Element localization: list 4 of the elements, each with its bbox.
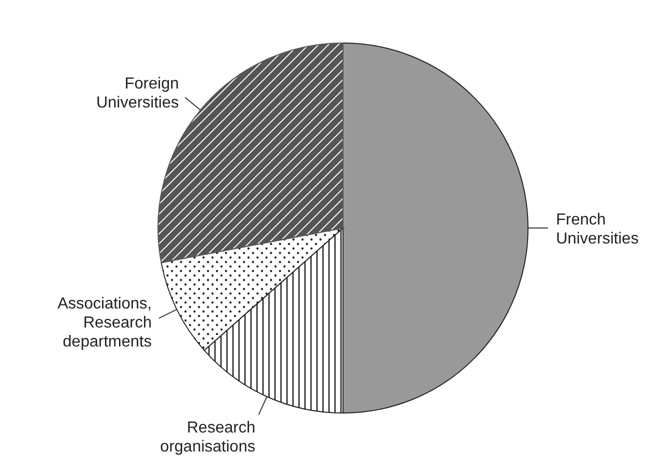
slice-label: Associations, Research departments <box>57 296 152 351</box>
slice-label: Foreign Universities <box>96 76 179 112</box>
slice-label: Research organisations <box>160 420 256 456</box>
slice-label: French Universities <box>556 212 639 248</box>
